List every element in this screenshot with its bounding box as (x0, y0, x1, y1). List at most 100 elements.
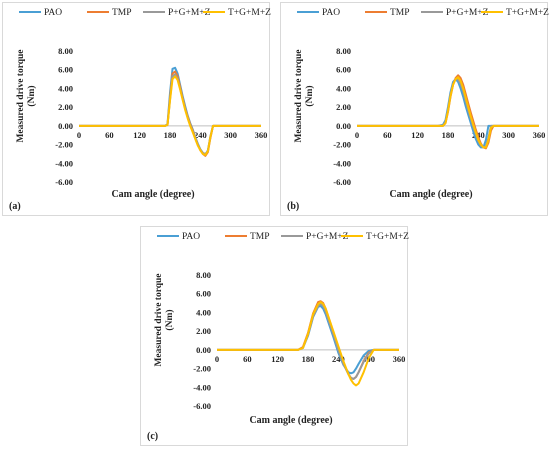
chart-svg: 8.00 6.00 4.00 2.00 0.00 -2.00 -4.00 -6.00 0 60 12… (333, 46, 546, 187)
x-tick-label: 300 (502, 130, 515, 140)
legend: PAO TMP P+G+M+Z T+G+M+Z (3, 6, 271, 20)
series-line-p-g-m-z (217, 303, 399, 380)
x-tick-label: 60 (243, 354, 252, 364)
y-tick-label: 0.00 (336, 121, 351, 131)
chart-svg: 8.00 6.00 4.00 2.00 0.00 -2.00 -4.00 -6.00 0 60 12… (55, 46, 268, 187)
x-tick-label: 120 (133, 130, 146, 140)
legend-swatch (341, 234, 363, 238)
legend-label: T+G+M+Z (228, 8, 271, 18)
y-tick-label: 4.00 (196, 307, 211, 317)
legend-item: TMP (365, 6, 410, 20)
legend-label: P+G+M+Z (168, 8, 211, 18)
y-tick-label: 2.00 (58, 102, 73, 112)
x-tick-label: 60 (105, 130, 114, 140)
legend-item: PAO (297, 6, 340, 20)
legend-label: TMP (112, 8, 132, 18)
y-tick-label: 6.00 (58, 65, 73, 75)
x-tick-label: 240 (194, 130, 207, 140)
y-tick-label: 4.00 (336, 83, 351, 93)
panel-label: (c) (147, 431, 159, 442)
series-line-t-g-m-z (217, 301, 399, 387)
x-axis-label: Cam angle (degree) (249, 415, 333, 426)
chart-panel-a: PAO TMP P+G+M+Z T+G+M+Z Measured drive torq… (2, 2, 271, 216)
chart-panel-c: PAO TMP P+G+M+Z T+G+M+Z Measured drive torq… (140, 226, 409, 446)
legend-label: T+G+M+Z (366, 232, 409, 242)
y-tick-label: -6.00 (193, 401, 211, 411)
legend-swatch (421, 10, 443, 14)
legend-label: TMP (250, 232, 270, 242)
y-tick-label: 2.00 (336, 102, 351, 112)
legend-label: T+G+M+Z (506, 8, 549, 18)
series-line-t-g-m-z (357, 76, 539, 149)
legend-swatch (19, 10, 41, 14)
series-line-tmp (217, 300, 399, 380)
y-tick-label: -2.00 (193, 364, 211, 374)
x-tick-label: 300 (224, 130, 237, 140)
legend-swatch (157, 234, 179, 238)
legend-item: PAO (19, 6, 62, 20)
legend-item: T+G+M+Z (203, 6, 271, 20)
legend-item: P+G+M+Z (143, 6, 210, 20)
y-tick-label: -2.00 (333, 140, 351, 150)
y-tick-label: 0.00 (58, 121, 73, 131)
legend-swatch (297, 10, 319, 14)
legend: PAO TMP P+G+M+Z T+G+M+Z (141, 230, 409, 244)
legend-swatch (87, 10, 109, 14)
legend-swatch (225, 234, 247, 238)
x-tick-label: 120 (271, 354, 284, 364)
legend-label: PAO (182, 232, 201, 242)
y-tick-label: 8.00 (336, 46, 351, 56)
panel-label: (a) (9, 201, 21, 212)
legend-label: PAO (322, 8, 341, 18)
series-line-t-g-m-z (79, 75, 261, 156)
chart-panel-b: PAO TMP P+G+M+Z T+G+M+Z Measured drive torq… (280, 2, 549, 216)
legend-item: TMP (225, 230, 270, 244)
legend-item: T+G+M+Z (481, 6, 549, 20)
y-tick-label: -4.00 (193, 382, 211, 392)
x-tick-label: 240 (332, 354, 345, 364)
y-tick-label: -6.00 (55, 177, 73, 187)
x-tick-label: 180 (442, 130, 455, 140)
chart-svg: 8.00 6.00 4.00 2.00 0.00 -2.00 -4.00 -6.00 0 60 12… (193, 270, 406, 411)
y-tick-label: 8.00 (58, 46, 73, 56)
x-tick-label: 180 (302, 354, 315, 364)
series-line-pao (79, 66, 261, 156)
legend-swatch (281, 234, 303, 238)
legend-swatch (203, 10, 225, 14)
y-tick-label: 4.00 (58, 83, 73, 93)
y-tick-label: 2.00 (196, 326, 211, 336)
legend-swatch (481, 10, 503, 14)
legend-item: P+G+M+Z (281, 230, 348, 244)
legend-label: P+G+M+Z (446, 8, 489, 18)
legend-swatch (365, 10, 387, 14)
x-tick-label: 0 (355, 130, 359, 140)
legend-item: TMP (87, 6, 132, 20)
legend-swatch (143, 10, 165, 14)
x-tick-label: 360 (255, 130, 268, 140)
x-axis-label: Cam angle (degree) (389, 189, 473, 200)
y-tick-label: -2.00 (55, 140, 73, 150)
y-tick-label: -4.00 (55, 158, 73, 168)
x-tick-label: 120 (411, 130, 424, 140)
x-tick-label: 180 (164, 130, 177, 140)
legend-label: TMP (390, 8, 410, 18)
legend-label: P+G+M+Z (306, 232, 349, 242)
legend: PAO TMP P+G+M+Z T+G+M+Z (281, 6, 549, 20)
x-axis-label: Cam angle (degree) (111, 189, 195, 200)
x-tick-label: 60 (383, 130, 392, 140)
panel-label: (b) (287, 201, 300, 212)
x-tick-label: 360 (533, 130, 546, 140)
y-tick-label: -4.00 (333, 158, 351, 168)
x-tick-label: 0 (77, 130, 81, 140)
y-tick-label: 6.00 (336, 65, 351, 75)
x-tick-label: 360 (393, 354, 406, 364)
legend-item: T+G+M+Z (341, 230, 409, 244)
x-tick-label: 0 (215, 354, 219, 364)
y-tick-label: 0.00 (196, 345, 211, 355)
legend-item: PAO (157, 230, 200, 244)
y-tick-label: -6.00 (333, 177, 351, 187)
legend-item: P+G+M+Z (421, 6, 488, 20)
y-tick-label: 6.00 (196, 289, 211, 299)
y-tick-label: 8.00 (196, 270, 211, 280)
legend-label: PAO (44, 8, 63, 18)
